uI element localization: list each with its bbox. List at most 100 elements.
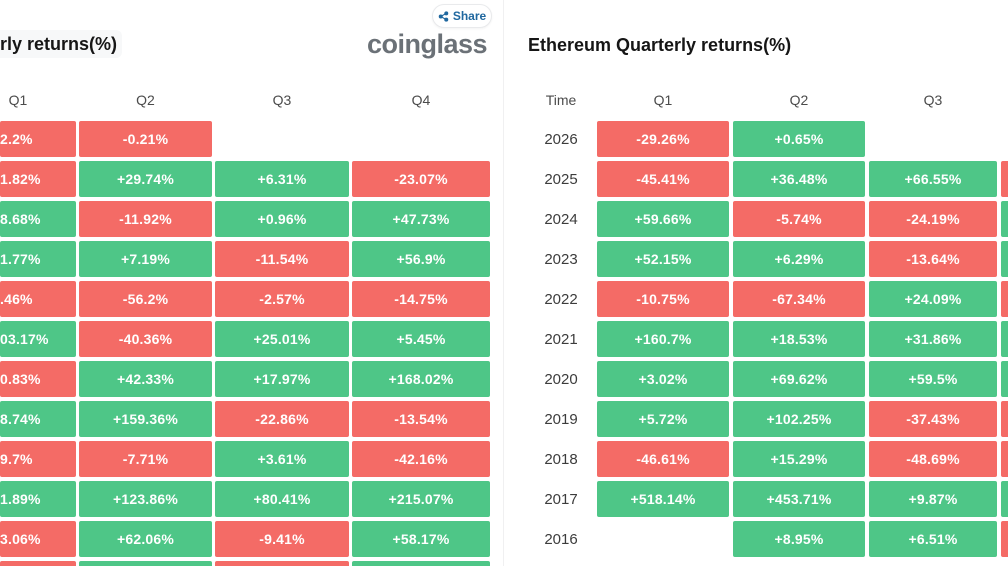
year-label: 2022	[544, 290, 578, 308]
return-cell: +47.73%	[352, 201, 490, 237]
right-panel-title: Ethereum Quarterly returns(%)	[528, 35, 792, 55]
return-cell: +5.72%	[597, 401, 729, 437]
return-cell: +15.29%	[733, 441, 865, 477]
return-cell: -45.41%	[597, 161, 729, 197]
return-cell: +25.01%	[215, 321, 349, 357]
return-cell: +80.41%	[215, 481, 349, 517]
year-label: 2020	[544, 370, 578, 388]
return-cell: +36.48%	[733, 161, 865, 197]
return-cell: -67.34%	[733, 281, 865, 317]
return-cell	[1001, 481, 1008, 517]
return-cell: 8.68%	[0, 201, 76, 237]
share-button-label: Share	[452, 9, 487, 23]
return-cell: -46.61%	[597, 441, 729, 477]
return-cell	[1001, 201, 1008, 237]
return-cell: +102.25%	[733, 401, 865, 437]
return-cell: +453.71%	[733, 481, 865, 517]
year-label: 2025	[544, 170, 578, 188]
return-cell: +5.45%	[352, 321, 490, 357]
return-cell	[1001, 361, 1008, 397]
return-cell: +0.65%	[733, 121, 865, 157]
return-cell	[0, 561, 76, 566]
return-cell: +18.53%	[733, 321, 865, 357]
return-cell: +17.97%	[215, 361, 349, 397]
return-cell: -2.57%	[215, 281, 349, 317]
share-button[interactable]: Share	[432, 4, 492, 28]
left-column-header-q1: Q1	[8, 92, 28, 108]
return-cell: +3.02%	[597, 361, 729, 397]
return-cell: -37.43%	[869, 401, 997, 437]
return-cell: +66.55%	[869, 161, 997, 197]
return-cell: -23.07%	[352, 161, 490, 197]
return-cell: -48.69%	[869, 441, 997, 477]
right-column-header-q1: Q1	[653, 92, 673, 108]
year-label: 2026	[544, 130, 578, 148]
return-cell: 0.83%	[0, 361, 76, 397]
left-panel-title: rly returns(%)	[0, 34, 118, 54]
year-label: 2016	[544, 530, 578, 548]
return-cell: +58.17%	[352, 521, 490, 557]
return-cell: +59.5%	[869, 361, 997, 397]
return-cell: -10.75%	[597, 281, 729, 317]
left-column-header-q3: Q3	[272, 92, 292, 108]
return-cell: 1.89%	[0, 481, 76, 517]
return-cell: -11.54%	[215, 241, 349, 277]
return-cell: -24.19%	[869, 201, 997, 237]
panel-divider	[503, 0, 504, 566]
return-cell: -14.75%	[352, 281, 490, 317]
return-cell: +6.51%	[869, 521, 997, 557]
return-cell: -22.86%	[215, 401, 349, 437]
return-cell: +56.9%	[352, 241, 490, 277]
return-cell	[79, 561, 212, 566]
return-cell: 9.7%	[0, 441, 76, 477]
return-cell: -13.64%	[869, 241, 997, 277]
return-cell	[1001, 441, 1008, 477]
left-column-header-q4: Q4	[411, 92, 431, 108]
right-column-header-time: Time	[545, 92, 577, 108]
return-cell: -29.26%	[597, 121, 729, 157]
return-cell: +6.29%	[733, 241, 865, 277]
return-cell: .46%	[0, 281, 76, 317]
return-cell: +123.86%	[79, 481, 212, 517]
return-cell: -11.92%	[79, 201, 212, 237]
share-nodes-icon	[438, 10, 449, 22]
return-cell: +168.02%	[352, 361, 490, 397]
return-cell: -40.36%	[79, 321, 212, 357]
return-cell: -0.21%	[79, 121, 212, 157]
return-cell: +29.74%	[79, 161, 212, 197]
return-cell: -13.54%	[352, 401, 490, 437]
return-cell: 03.17%	[0, 321, 76, 357]
return-cell	[1001, 321, 1008, 357]
right-column-header-q3: Q3	[923, 92, 943, 108]
return-cell: -9.41%	[215, 521, 349, 557]
return-cell	[215, 561, 349, 566]
year-label: 2021	[544, 330, 578, 348]
return-cell	[1001, 241, 1008, 277]
return-cell: +62.06%	[79, 521, 212, 557]
return-cell: 2.2%	[0, 121, 76, 157]
return-cell: +159.36%	[79, 401, 212, 437]
return-cell	[1001, 161, 1008, 197]
return-cell: 3.06%	[0, 521, 76, 557]
return-cell: +31.86%	[869, 321, 997, 357]
return-cell: 1.82%	[0, 161, 76, 197]
return-cell: +59.66%	[597, 201, 729, 237]
return-cell: +8.95%	[733, 521, 865, 557]
return-cell: -7.71%	[79, 441, 212, 477]
return-cell: -56.2%	[79, 281, 212, 317]
return-cell: +0.96%	[215, 201, 349, 237]
return-cell: +52.15%	[597, 241, 729, 277]
year-label: 2019	[544, 410, 578, 428]
year-label: 2017	[544, 490, 578, 508]
year-label: 2018	[544, 450, 578, 468]
return-cell: -5.74%	[733, 201, 865, 237]
left-title-highlight	[0, 30, 122, 58]
year-label: 2023	[544, 250, 578, 268]
return-cell	[1001, 281, 1008, 317]
return-cell: +9.87%	[869, 481, 997, 517]
return-cell: +215.07%	[352, 481, 490, 517]
return-cell	[1001, 401, 1008, 437]
right-column-header-q2: Q2	[789, 92, 809, 108]
return-cell: +518.14%	[597, 481, 729, 517]
